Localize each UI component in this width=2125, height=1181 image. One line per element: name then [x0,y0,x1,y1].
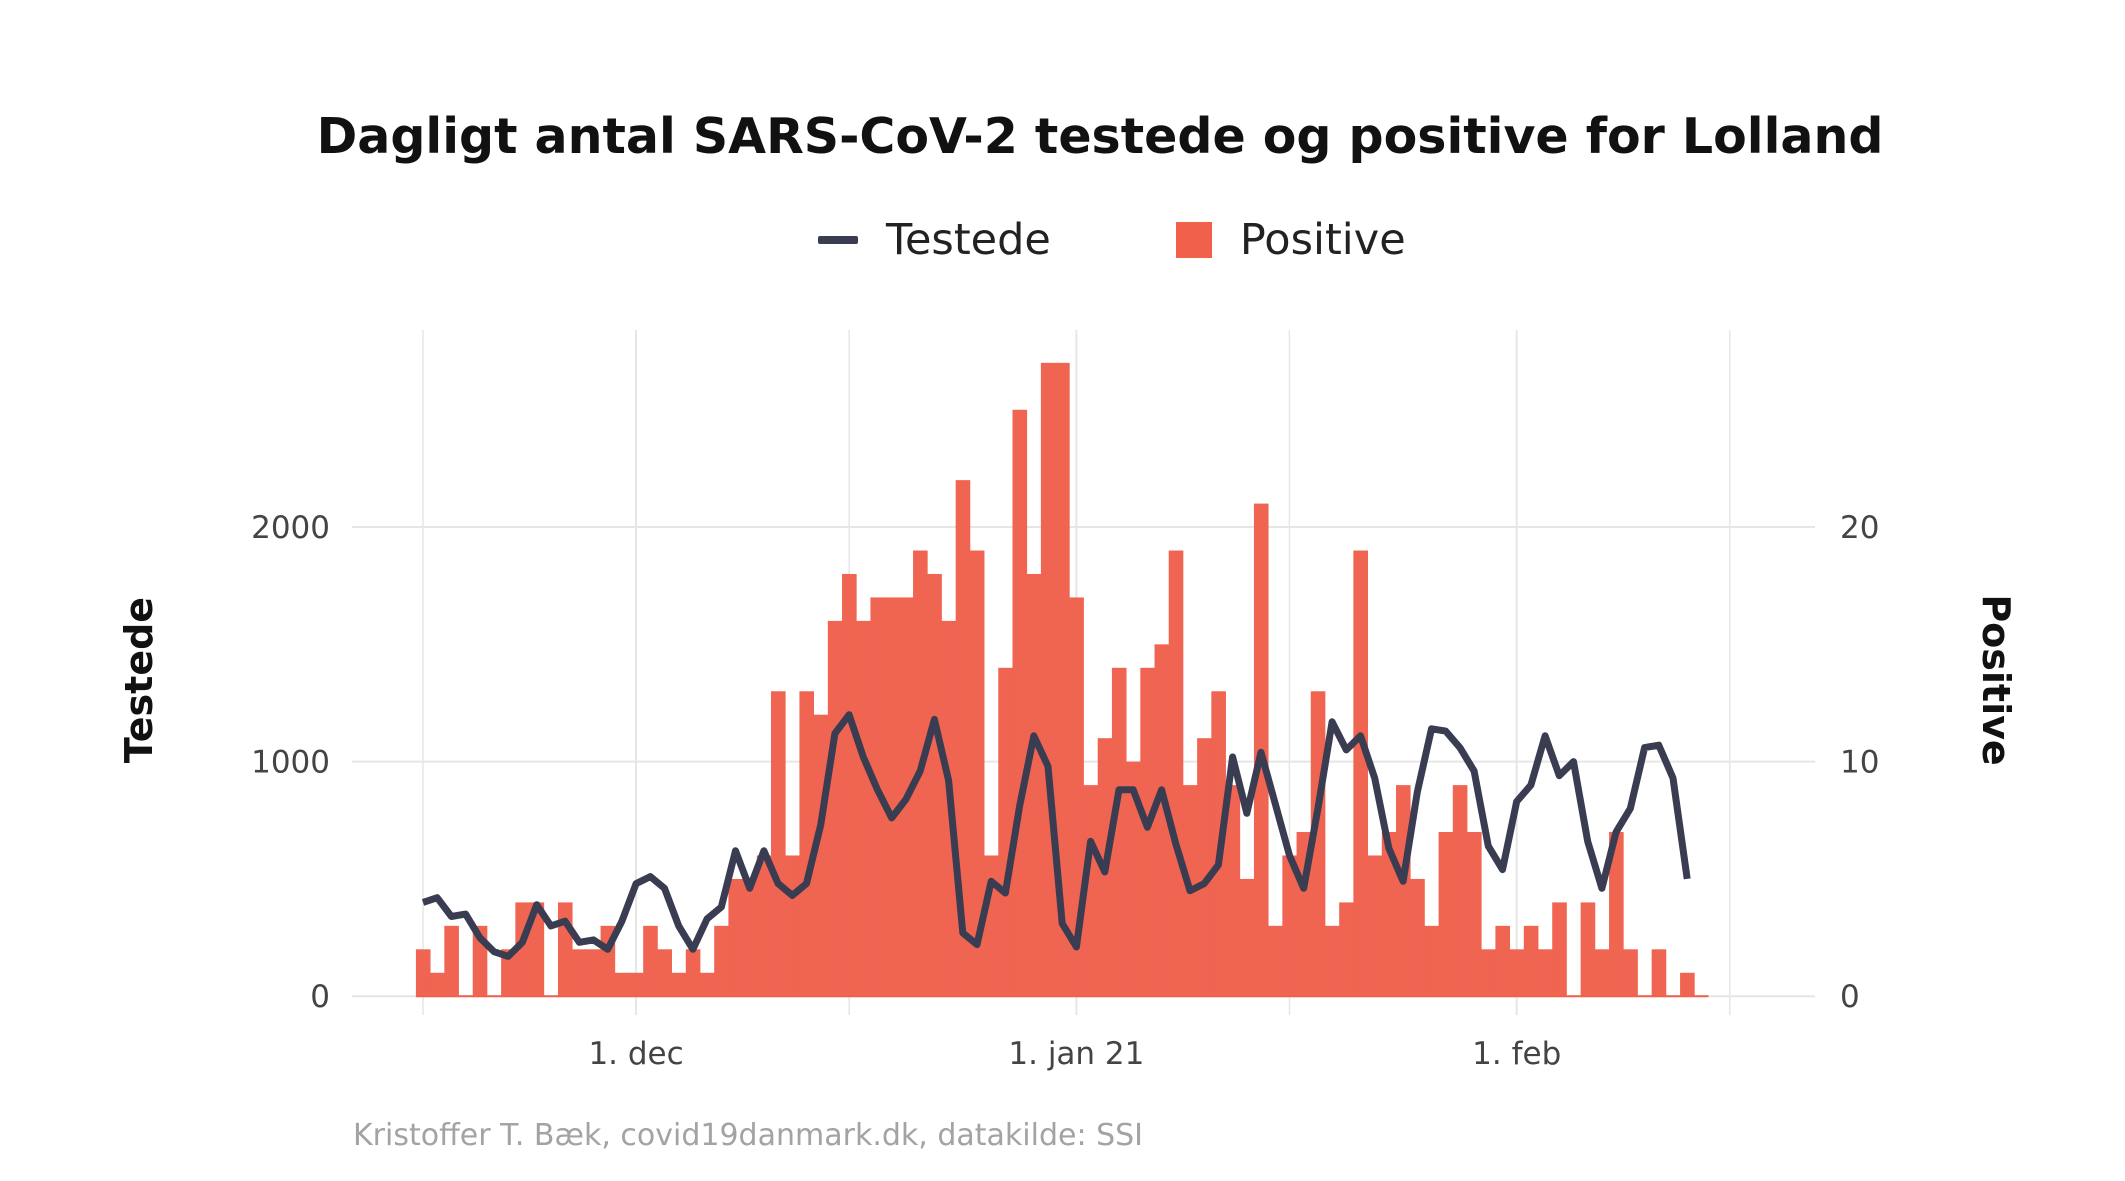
bar-positive [1055,362,1070,997]
bar-positive [415,949,431,997]
bar-positive [856,620,871,997]
caption: Kristoffer T. Bæk, covid19danmark.dk, da… [353,1118,1144,1153]
legend-item-testede: Testede [818,215,1051,265]
bar-positive [1012,409,1028,997]
y-tick-label-right: 0 [1840,979,1860,1015]
bar-positive [1410,878,1425,997]
bar-positive [699,972,715,997]
bar-positive [1126,761,1141,997]
chart-title: Dagligt antal SARS-CoV-2 testede og posi… [316,108,1884,165]
bar-positive [969,550,985,997]
bar-positive [1467,832,1482,997]
line-layer [421,711,1691,960]
bar-positive [728,878,744,997]
bar-positive [1239,878,1255,997]
bar-positive [1680,972,1695,997]
x-tick-label: 1. feb [1472,1036,1561,1072]
bar-positive [1268,925,1283,997]
y-tick-label-left: 0 [310,979,330,1015]
bar-positive [1140,667,1155,997]
bar-positive [1282,855,1297,997]
bar-positive [1026,573,1042,997]
legend: Testede Positive [818,210,1406,270]
bar-positive [1509,949,1525,997]
bar-positive [742,878,758,997]
y-axis-title-left: Testede [117,597,161,763]
bar-positive [1225,785,1241,997]
bar-positive [430,972,445,997]
x-tick-label: 1. jan 21 [1008,1036,1144,1072]
bar-positive [1481,949,1496,997]
bar-positive [785,855,800,997]
bar-positive [1324,925,1340,997]
bar-positive [1381,832,1397,997]
bar-positive [1594,949,1610,997]
y-tick-label-right: 20 [1840,510,1879,546]
bar-positive [998,667,1013,997]
legend-item-positive: Positive [1175,215,1406,265]
bar-positive [1523,925,1539,997]
bar-positive [1154,644,1170,997]
bar-positive [1111,667,1127,997]
y-tick-label-right: 10 [1840,745,1879,781]
bar-positive [1495,925,1511,997]
bar-positive [1395,785,1411,997]
y-tick-label-left: 1000 [251,745,330,781]
bar-positive [557,902,573,997]
bar-positive [586,949,601,997]
legend-box-swatch [1175,222,1212,258]
bar-positive [1197,738,1212,997]
bar-positive [1623,949,1638,997]
bar-positive [1353,550,1368,997]
bar-positive [444,925,459,997]
bar-positive [685,949,701,997]
bar-positive [529,902,545,997]
line-testede [421,711,1691,960]
bar-positive [1083,785,1099,997]
legend-label-testede: Testede [886,215,1051,265]
bar-positive [927,573,942,997]
legend-line-swatch [818,236,858,244]
y-axis-title-right: Positive [1974,594,2018,765]
bar-positive [1438,832,1454,997]
y-tick-label-left: 2000 [251,510,330,546]
bar-positive [572,949,587,997]
bar-positive [1552,902,1567,997]
bar-positive [628,972,644,997]
bar-positive [657,949,672,997]
x-tick-label: 1. dec [588,1036,683,1072]
bar-positive [984,855,999,997]
bar-positive [1339,902,1354,997]
bar-positive [1168,550,1184,997]
legend-label-positive: Positive [1239,215,1406,265]
ticks-layer: 0 1000 2000 0 10 20 1. dec 1. jan 21 1. feb [251,510,1879,1072]
bar-positive [756,855,772,997]
bar-positive [842,573,857,997]
bar-positive [501,949,516,997]
bar-positive [671,972,687,997]
bar-positive [1452,785,1468,997]
bar-positive [1609,832,1624,997]
bar-positive [1040,362,1056,997]
bar-positive [1538,949,1553,997]
bar-positive [884,597,900,997]
bar-positive [1651,949,1667,997]
bar-positive [799,691,815,997]
bar-positive [1424,925,1439,997]
bar-positive [1367,855,1383,997]
bar-positive [643,925,658,997]
bar-positive [614,972,630,997]
bar-positive [1580,902,1596,997]
bar-positive [827,620,843,997]
bar-positive [714,925,729,997]
bar-positive [771,691,786,997]
